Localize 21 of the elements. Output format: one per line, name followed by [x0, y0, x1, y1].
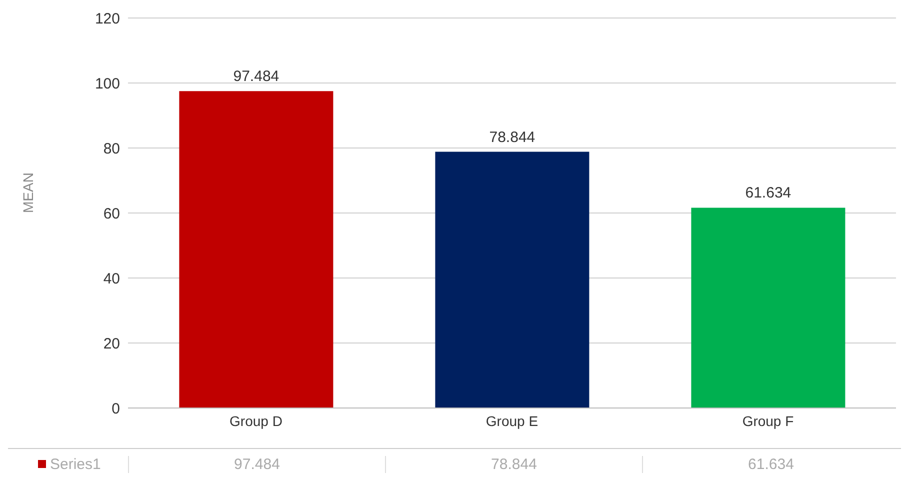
bar: [179, 91, 334, 408]
data-label: 97.484: [233, 68, 280, 86]
y-tick-label: 120: [94, 10, 120, 28]
data-label: 61.634: [745, 184, 792, 202]
x-tick-label: Group D: [230, 412, 282, 429]
text: 97.484: [128, 456, 385, 472]
y-tick-label: 0: [112, 400, 120, 418]
y-axis-title: MEAN: [20, 172, 36, 213]
text: 61.634: [642, 456, 899, 472]
text: 78.844: [385, 456, 642, 472]
legend-label: Series1: [50, 456, 101, 472]
bar: [691, 208, 846, 408]
y-tick-label: 80: [103, 140, 120, 158]
bar: [435, 152, 590, 408]
x-tick-label: Group F: [742, 412, 794, 429]
y-tick-label: 100: [94, 75, 120, 92]
data-label: 78.844: [489, 128, 536, 146]
x-tick-label: Group E: [486, 412, 538, 429]
y-tick-label: 20: [103, 335, 120, 352]
y-tick-label: 40: [103, 270, 120, 288]
y-tick-label: 60: [103, 205, 120, 222]
